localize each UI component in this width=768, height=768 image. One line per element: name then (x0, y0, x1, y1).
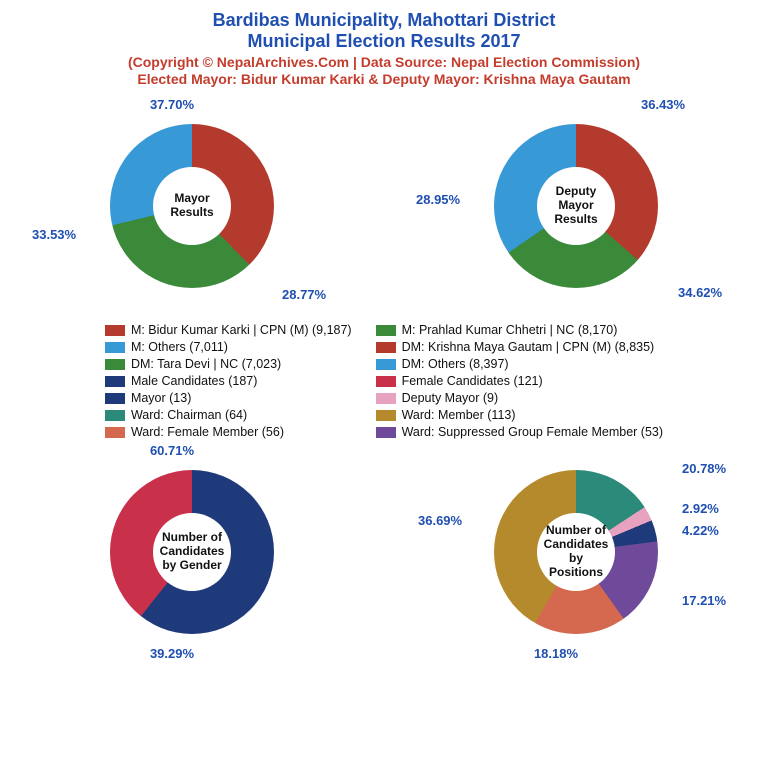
legend-item: M: Prahlad Kumar Chhetri | NC (8,170) (376, 323, 663, 337)
legend-item: Ward: Chairman (64) (105, 408, 352, 422)
legend-text: Mayor (13) (131, 391, 191, 405)
legend-col-left: M: Bidur Kumar Karki | CPN (M) (9,187) M:… (105, 323, 352, 439)
legend-text: Ward: Chairman (64) (131, 408, 247, 422)
slice-label: 37.70% (150, 97, 194, 112)
legend: M: Bidur Kumar Karki | CPN (M) (9,187) M:… (20, 323, 748, 439)
legend-item: DM: Tara Devi | NC (7,023) (105, 357, 352, 371)
legend-text: Ward: Suppressed Group Female Member (53… (402, 425, 663, 439)
legend-item: Male Candidates (187) (105, 374, 352, 388)
legend-swatch (376, 376, 396, 387)
slice-label: 4.22% (682, 523, 719, 538)
positions-chart: Number of Candidates by Positions 20.78% 2… (406, 443, 746, 661)
legend-swatch (105, 359, 125, 370)
legend-swatch (105, 427, 125, 438)
elected-line: Elected Mayor: Bidur Kumar Karki & Deput… (0, 71, 768, 87)
bottom-charts-row: Number of Candidates by Gender 60.71% 39.2… (0, 443, 768, 661)
slice-label: 2.92% (682, 501, 719, 516)
legend-text: DM: Others (8,397) (402, 357, 509, 371)
legend-text: M: Others (7,011) (131, 340, 228, 354)
top-charts-row: Mayor Results 37.70% 33.53% 28.77% Deputy M… (0, 97, 768, 315)
slice-label: 17.21% (682, 593, 726, 608)
legend-swatch (376, 393, 396, 404)
legend-text: M: Prahlad Kumar Chhetri | NC (8,170) (402, 323, 618, 337)
legend-item: M: Bidur Kumar Karki | CPN (M) (9,187) (105, 323, 352, 337)
legend-swatch (376, 359, 396, 370)
legend-swatch (376, 325, 396, 336)
legend-text: Male Candidates (187) (131, 374, 257, 388)
legend-swatch (105, 376, 125, 387)
legend-swatch (376, 427, 396, 438)
legend-item: Female Candidates (121) (376, 374, 663, 388)
mayor-chart: Mayor Results 37.70% 33.53% 28.77% (22, 97, 362, 315)
donut-center-label: Deputy Mayor Results (537, 167, 615, 245)
chart-header: Bardibas Municipality, Mahottari Distric… (0, 0, 768, 91)
legend-text: DM: Tara Devi | NC (7,023) (131, 357, 281, 371)
legend-swatch (105, 410, 125, 421)
legend-item: DM: Others (8,397) (376, 357, 663, 371)
legend-text: Female Candidates (121) (402, 374, 543, 388)
legend-text: Deputy Mayor (9) (402, 391, 499, 405)
copyright-line: (Copyright © NepalArchives.Com | Data So… (0, 54, 768, 70)
slice-label: 18.18% (534, 646, 578, 661)
legend-item: M: Others (7,011) (105, 340, 352, 354)
legend-item: Ward: Suppressed Group Female Member (53… (376, 425, 663, 439)
deputy-mayor-chart: Deputy Mayor Results 36.43% 28.95% 34.62% (406, 97, 746, 315)
donut-center-label: Number of Candidates by Positions (537, 513, 615, 591)
legend-swatch (105, 342, 125, 353)
legend-swatch (105, 393, 125, 404)
title-line-2: Municipal Election Results 2017 (0, 31, 768, 52)
slice-label: 33.53% (32, 227, 76, 242)
legend-item: Deputy Mayor (9) (376, 391, 663, 405)
legend-swatch (376, 342, 396, 353)
legend-swatch (105, 325, 125, 336)
legend-item: Mayor (13) (105, 391, 352, 405)
slice-label: 60.71% (150, 443, 194, 458)
legend-text: DM: Krishna Maya Gautam | CPN (M) (8,835… (402, 340, 655, 354)
legend-item: Ward: Female Member (56) (105, 425, 352, 439)
legend-text: Ward: Female Member (56) (131, 425, 284, 439)
legend-col-right: M: Prahlad Kumar Chhetri | NC (8,170) DM:… (376, 323, 663, 439)
slice-label: 20.78% (682, 461, 726, 476)
legend-swatch (376, 410, 396, 421)
donut-center-label: Number of Candidates by Gender (153, 513, 231, 591)
slice-label: 28.95% (416, 192, 460, 207)
slice-label: 39.29% (150, 646, 194, 661)
slice-label: 36.69% (418, 513, 462, 528)
gender-chart: Number of Candidates by Gender 60.71% 39.2… (22, 443, 362, 661)
legend-text: M: Bidur Kumar Karki | CPN (M) (9,187) (131, 323, 352, 337)
title-line-1: Bardibas Municipality, Mahottari Distric… (0, 10, 768, 31)
legend-text: Ward: Member (113) (402, 408, 516, 422)
slice-label: 28.77% (282, 287, 326, 302)
legend-item: DM: Krishna Maya Gautam | CPN (M) (8,835… (376, 340, 663, 354)
donut-center-label: Mayor Results (153, 167, 231, 245)
legend-item: Ward: Member (113) (376, 408, 663, 422)
slice-label: 34.62% (678, 285, 722, 300)
slice-label: 36.43% (641, 97, 685, 112)
